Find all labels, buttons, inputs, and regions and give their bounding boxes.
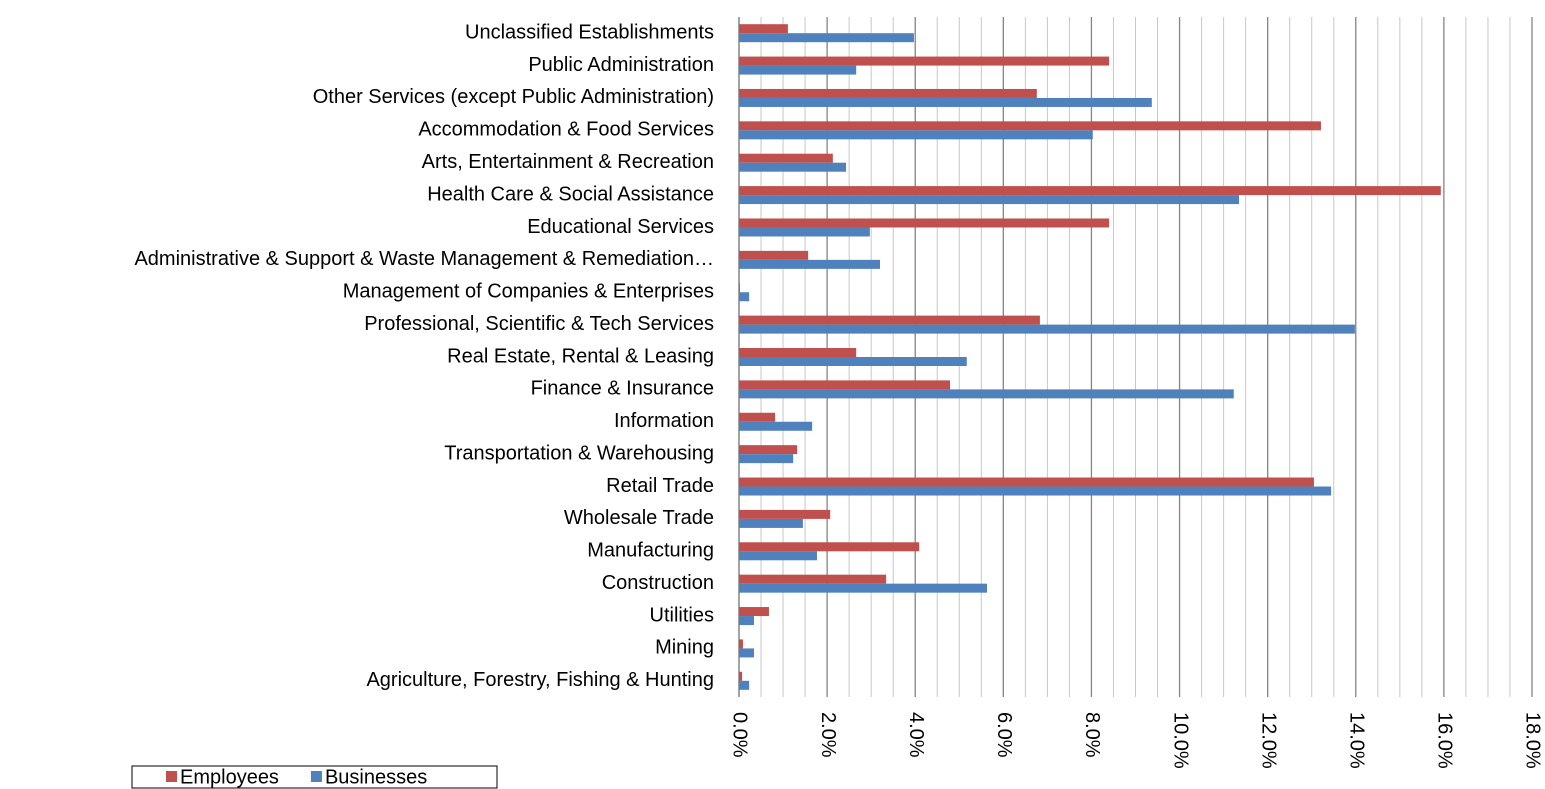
legend-swatch [166,771,177,782]
bar [739,259,880,269]
bar [739,324,1355,334]
bar [739,380,951,390]
bar [739,486,1332,496]
bar [739,162,847,172]
legend-label: Employees [180,766,279,788]
y-tick-label: Utilities [650,604,714,626]
legend-label: Businesses [325,766,427,788]
y-tick-label: Educational Services [527,216,714,238]
bar [739,616,754,626]
y-tick-label: Arts, Entertainment & Recreation [422,151,714,173]
y-tick-label: Administrative & Support & Waste Managem… [134,248,714,270]
x-tick-label: 0.0% [729,712,751,758]
bar [739,389,1234,399]
bar [739,227,870,237]
bar [739,509,831,519]
bar [739,56,1110,66]
y-tick-label: Agriculture, Forestry, Fishing & Hunting [366,669,714,691]
bar [739,454,794,464]
bar [739,421,813,431]
bar [739,551,817,561]
legend: Employees Businesses [131,765,498,789]
bar [739,195,1240,205]
bar [739,218,1110,228]
bar [739,574,887,584]
bar [739,130,1093,140]
bar [739,477,1314,487]
bar [739,186,1441,196]
x-tick-label: 4.0% [905,712,927,758]
bar [739,445,798,455]
x-tick-label: 16.0% [1434,712,1456,769]
y-tick-label: Finance & Insurance [531,378,714,400]
bar [739,583,988,593]
bar [739,412,776,422]
y-tick-label: Mining [655,637,714,659]
bar [739,542,920,552]
bar [739,250,809,260]
bar [739,121,1321,131]
x-tick-label: 18.0% [1522,712,1544,769]
bar [739,518,803,528]
bar [739,607,769,617]
bar [739,348,857,357]
bar [739,639,743,649]
y-tick-label: Information [614,410,714,432]
x-tick-label: 2.0% [817,712,839,758]
y-tick-label: Real Estate, Rental & Leasing [447,345,714,367]
bar [739,357,967,366]
y-tick-label: Unclassified Establishments [465,21,714,43]
y-tick-label: Wholesale Trade [564,507,714,529]
y-tick-label: Construction [602,572,714,594]
y-tick-label: Public Administration [528,54,714,76]
bar [739,648,754,658]
bar [739,88,1037,98]
x-tick-label: 8.0% [1081,712,1103,758]
x-tick-label: 6.0% [993,712,1015,758]
bar [739,671,743,681]
bar [739,315,1040,325]
x-tick-label: 12.0% [1257,712,1279,769]
y-tick-label: Other Services (except Public Administra… [313,86,714,108]
legend-swatch [310,771,322,782]
bar [739,24,788,34]
bar [739,153,833,163]
y-tick-label: Health Care & Social Assistance [427,183,714,205]
bar [739,65,857,75]
bar [739,33,914,43]
x-tick-label: 14.0% [1345,712,1367,769]
bar [739,680,750,690]
y-tick-label: Professional, Scientific & Tech Services [364,313,714,335]
y-tick-label: Transportation & Warehousing [444,442,714,464]
bar [739,292,750,302]
y-tick-label: Manufacturing [587,540,714,562]
y-tick-label: Management of Companies & Enterprises [343,281,714,303]
bar [739,97,1152,107]
y-tick-label: Accommodation & Food Services [418,119,714,141]
y-tick-label: Retail Trade [606,475,714,497]
x-tick-label: 10.0% [1169,712,1191,769]
bar [739,283,740,293]
